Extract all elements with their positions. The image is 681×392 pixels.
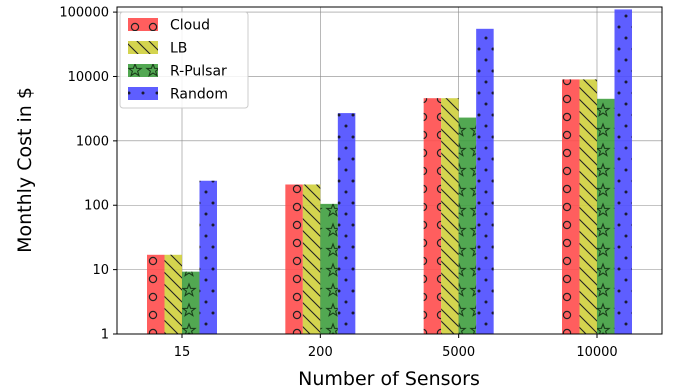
bar-r-pulsar-hatch (320, 203, 338, 334)
y-tick-label: 1000 (76, 134, 109, 149)
bar-lb-hatch (164, 254, 182, 334)
bar-r-pulsar-hatch (597, 98, 615, 335)
legend-swatch-hatch-cloud (128, 18, 158, 31)
x-tick-label: 15 (174, 345, 191, 360)
legend-swatch-hatch-random (128, 87, 158, 100)
x-tick-label: 5000 (442, 345, 475, 360)
bar-random-hatch (614, 9, 632, 335)
bar-r-pulsar-hatch (458, 117, 477, 334)
axes: 1 10 100 1000 10000 100000 15 200 5000 10000 (59, 6, 617, 360)
legend: Cloud LB R-Pulsar Random (119, 11, 249, 109)
y-tick-label: 10 (92, 263, 109, 278)
x-tick-label: 10000 (576, 345, 617, 360)
plot-frame (116, 6, 663, 335)
bar-random-hatch (337, 113, 356, 334)
bar-random-hatch (199, 180, 217, 334)
x-axis-title: Number of Sensors (298, 368, 480, 390)
bar-cloud-hatch (562, 79, 580, 334)
legend-label-cloud: Cloud (170, 18, 210, 34)
legend-swatch-hatch-lb (128, 41, 158, 54)
bars (147, 9, 632, 335)
y-tick-label: 10000 (68, 70, 109, 85)
bar-lb-hatch (302, 184, 321, 334)
bar-lb-hatch (579, 79, 597, 334)
legend-box (119, 11, 249, 109)
bar-r-pulsar-hatch (182, 271, 200, 334)
y-tick-label: 100000 (59, 6, 109, 21)
bar-random-hatch (476, 28, 494, 334)
bar-lb-hatch (441, 98, 459, 334)
y-tick-label: 1 (101, 328, 109, 343)
legend-label-r-pulsar: R-Pulsar (170, 64, 227, 80)
legend-label-random: Random (170, 87, 228, 103)
x-tick-label: 200 (308, 345, 333, 360)
bar-cloud-hatch (285, 184, 303, 334)
legend-label-lb: LB (170, 41, 187, 57)
y-axis-title: Monthly Cost in $ (14, 87, 36, 253)
bar-cloud-hatch (423, 98, 442, 334)
legend-swatch-hatch-r-pulsar (128, 64, 158, 77)
bar-cloud-hatch (147, 254, 165, 334)
y-tick-label: 100 (84, 199, 109, 214)
